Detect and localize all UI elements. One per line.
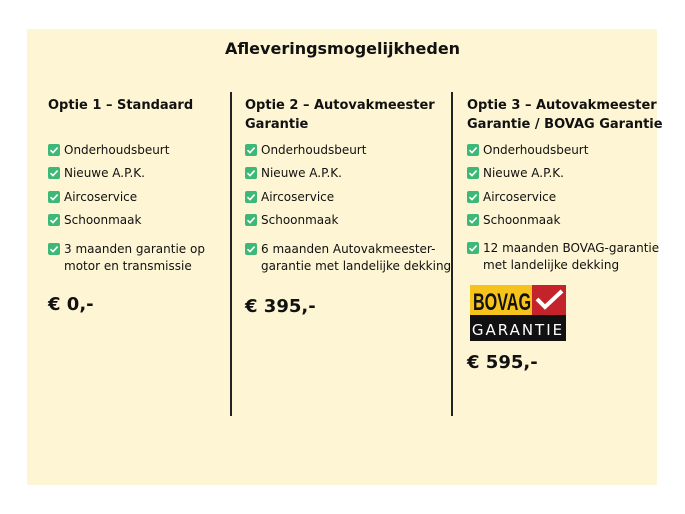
list-item: Schoonmaak xyxy=(245,212,338,229)
checkbox-checked-icon xyxy=(467,167,479,179)
checkbox-checked-icon xyxy=(245,167,257,179)
checkbox-checked-icon xyxy=(48,144,60,156)
checkbox-checked-icon xyxy=(245,214,257,226)
checkbox-checked-icon xyxy=(48,214,60,226)
item-label: 6 maanden Autovakmeester- xyxy=(261,242,436,256)
item-label: Nieuwe A.P.K. xyxy=(483,166,564,180)
item-label: Aircoservice xyxy=(64,190,138,204)
option-heading: Optie 2 – Autovakmeester Garantie xyxy=(245,96,435,134)
item-label: Onderhoudsbeurt xyxy=(261,143,367,157)
price: € 0,- xyxy=(48,294,94,315)
item-label: motor en transmissie xyxy=(64,259,192,273)
list-item-warranty: 12 maanden BOVAG-garantie met landelijke … xyxy=(467,240,659,274)
bovag-garantie-logo: BOVAG GARANTIE xyxy=(470,285,566,341)
background-panel xyxy=(27,29,657,485)
heading-line: Garantie xyxy=(245,117,309,132)
heading-line: Optie 1 – Standaard xyxy=(48,98,194,113)
list-item: Schoonmaak xyxy=(467,212,560,229)
page-title: Afleveringsmogelijkheden xyxy=(224,39,461,58)
option-heading: Optie 3 – Autovakmeester Garantie / BOVAG… xyxy=(467,96,663,134)
item-label: Schoonmaak xyxy=(261,213,339,227)
column-divider xyxy=(451,92,453,416)
price: € 395,- xyxy=(245,296,316,317)
item-label: 3 maanden garantie op xyxy=(64,242,205,256)
checkbox-checked-icon xyxy=(467,191,479,203)
item-label: Aircoservice xyxy=(483,190,557,204)
checkbox-checked-icon xyxy=(467,242,479,254)
list-item: Nieuwe A.P.K. xyxy=(245,165,342,182)
checkbox-checked-icon xyxy=(48,191,60,203)
checkbox-checked-icon xyxy=(48,243,60,255)
heading-line: Garantie / BOVAG Garantie xyxy=(467,117,663,132)
item-label: Schoonmaak xyxy=(483,213,561,227)
list-item: Aircoservice xyxy=(245,189,334,206)
checkbox-checked-icon xyxy=(245,144,257,156)
list-item: Nieuwe A.P.K. xyxy=(48,165,145,182)
price: € 595,- xyxy=(467,352,538,373)
list-item: Aircoservice xyxy=(48,189,137,206)
list-item-warranty: 3 maanden garantie op motor en transmissi… xyxy=(48,241,205,275)
item-label: Schoonmaak xyxy=(64,213,142,227)
list-item: Nieuwe A.P.K. xyxy=(467,165,564,182)
svg-text:BOVAG: BOVAG xyxy=(473,289,531,316)
list-item: Onderhoudsbeurt xyxy=(245,142,366,159)
svg-text:GARANTIE: GARANTIE xyxy=(472,321,564,339)
option-heading: Optie 1 – Standaard xyxy=(48,96,193,115)
item-label: Onderhoudsbeurt xyxy=(64,143,170,157)
item-label: Aircoservice xyxy=(261,190,335,204)
checkbox-checked-icon xyxy=(467,214,479,226)
checkbox-checked-icon xyxy=(467,144,479,156)
item-label: 12 maanden BOVAG-garantie xyxy=(483,241,660,255)
checkbox-checked-icon xyxy=(48,167,60,179)
item-label: met landelijke dekking xyxy=(483,258,620,272)
item-label: Onderhoudsbeurt xyxy=(483,143,589,157)
list-item-warranty: 6 maanden Autovakmeester-garantie met la… xyxy=(245,241,451,275)
checkbox-checked-icon xyxy=(245,243,257,255)
list-item: Onderhoudsbeurt xyxy=(48,142,169,159)
list-item: Onderhoudsbeurt xyxy=(467,142,588,159)
item-label: garantie met landelijke dekking xyxy=(261,259,452,273)
list-item: Schoonmaak xyxy=(48,212,141,229)
item-label: Nieuwe A.P.K. xyxy=(261,166,342,180)
column-divider xyxy=(230,92,232,416)
list-item: Aircoservice xyxy=(467,189,556,206)
heading-line: Optie 3 – Autovakmeester xyxy=(467,98,657,113)
heading-line: Optie 2 – Autovakmeester xyxy=(245,98,435,113)
checkbox-checked-icon xyxy=(245,191,257,203)
item-label: Nieuwe A.P.K. xyxy=(64,166,145,180)
